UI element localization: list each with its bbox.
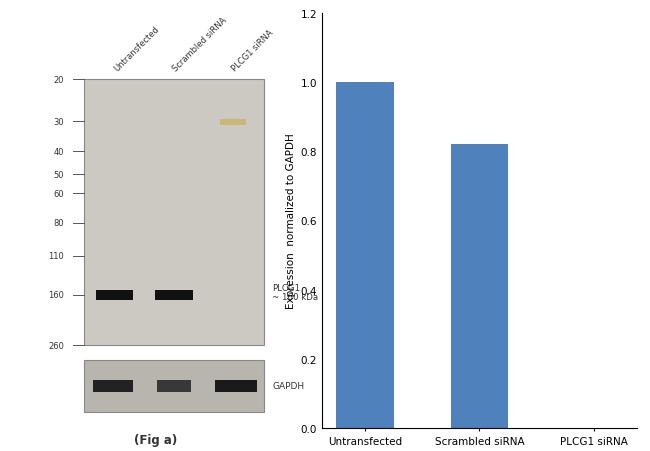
Bar xyxy=(336,83,394,428)
Text: 60: 60 xyxy=(54,189,64,198)
Bar xyxy=(157,380,190,392)
Text: 80: 80 xyxy=(54,219,64,228)
Text: PLCG1 siRNA: PLCG1 siRNA xyxy=(231,29,276,74)
Text: Untransfected: Untransfected xyxy=(112,25,161,74)
Text: Scrambled siRNA: Scrambled siRNA xyxy=(171,16,229,74)
Text: 50: 50 xyxy=(54,170,64,179)
Text: 260: 260 xyxy=(48,341,64,350)
X-axis label: Samples: Samples xyxy=(453,450,506,451)
Text: 30: 30 xyxy=(54,117,64,126)
Text: 40: 40 xyxy=(54,147,64,156)
Text: (Fig a): (Fig a) xyxy=(134,433,177,446)
Text: GAPDH: GAPDH xyxy=(272,382,304,391)
Text: 110: 110 xyxy=(49,252,64,261)
Bar xyxy=(96,290,133,300)
Y-axis label: Expression  normalized to GAPDH: Expression normalized to GAPDH xyxy=(287,133,296,308)
Bar xyxy=(84,360,264,412)
Text: PLCG1: PLCG1 xyxy=(272,283,300,292)
Bar xyxy=(451,145,508,428)
Bar xyxy=(84,80,264,345)
Bar xyxy=(155,290,192,300)
Text: 20: 20 xyxy=(54,75,64,84)
Bar xyxy=(214,380,257,392)
Bar xyxy=(92,380,133,392)
Text: ~ 160 kDa: ~ 160 kDa xyxy=(272,293,318,302)
Text: 160: 160 xyxy=(48,291,64,300)
Bar xyxy=(220,120,246,126)
